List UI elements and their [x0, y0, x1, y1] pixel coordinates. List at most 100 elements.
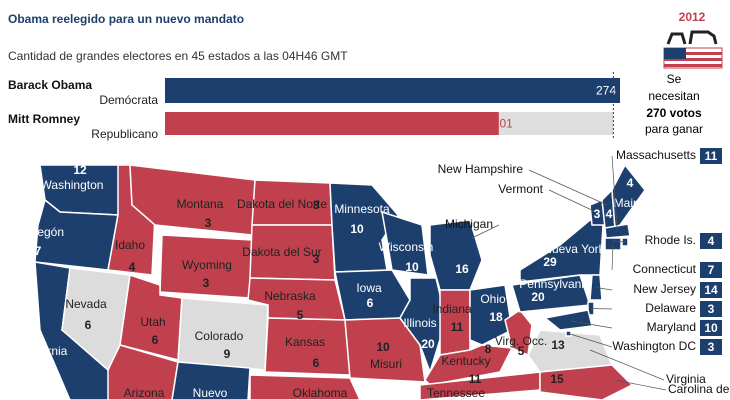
votes: 4 [129, 260, 136, 274]
state [469, 284, 513, 346]
state [504, 308, 533, 357]
votes: 10 [405, 260, 419, 274]
state-name: Massachusetts [616, 148, 696, 162]
note: necesitan [648, 89, 699, 103]
bar [165, 78, 620, 103]
leader-line [568, 333, 613, 348]
state-name: Minnesota [334, 202, 390, 216]
votes: 4 [606, 207, 613, 221]
votes: 10 [376, 340, 390, 354]
state [539, 364, 634, 400]
state-name: Delaware [645, 301, 696, 315]
state-name: Tennessee [427, 386, 485, 400]
votes: 13 [551, 338, 565, 352]
votes: 20 [531, 290, 545, 304]
bar [165, 112, 499, 135]
votes: 5 [297, 308, 304, 322]
votes-box [700, 233, 722, 249]
votes: 7 [708, 263, 715, 277]
state-name: Wyoming [182, 258, 232, 272]
state-name: Maine [614, 196, 647, 210]
state-name: Ohio [480, 292, 506, 306]
leader-line [571, 320, 613, 329]
mascots [666, 30, 718, 45]
state-name: New Jersey [633, 282, 696, 296]
state-name: Nuevo [193, 386, 228, 400]
leader-line [590, 308, 613, 310]
note: Se [667, 72, 682, 86]
votes: 6 [313, 356, 320, 370]
state [519, 219, 604, 283]
state-name: Nevada [65, 297, 107, 311]
state-name: Oregón [24, 225, 64, 239]
leader-line [611, 155, 618, 232]
leader-line [471, 224, 500, 239]
votes: 6 [85, 318, 92, 332]
votes: 11 [451, 320, 464, 334]
state [399, 277, 447, 375]
votes: 3 [594, 207, 601, 221]
state-name: Connecticut [633, 262, 697, 276]
state-name: Montana [177, 197, 224, 211]
candidate-name: Mitt Romney [8, 112, 80, 126]
leader-line [611, 243, 614, 271]
state-name: Rhode Is. [645, 233, 696, 247]
logo-year: 2012 [679, 10, 706, 24]
candidate-name: Barack Obama [8, 78, 92, 92]
votes: 29 [543, 255, 557, 269]
flag-stripe [664, 64, 722, 67]
votes: 3 [203, 276, 210, 290]
state-name: Iowa [356, 281, 382, 295]
state-name: Oklahoma [293, 386, 348, 400]
votes-box [700, 148, 722, 164]
votes: 11 [469, 372, 482, 386]
votes: 15 [550, 372, 564, 386]
state [249, 374, 361, 400]
state-name: Wisconsin [379, 240, 434, 254]
state-name: Virginia [666, 372, 706, 386]
state-name: California [17, 344, 68, 358]
state-name: Maryland [647, 320, 696, 334]
votes-box [700, 282, 722, 298]
votes: 10 [350, 222, 364, 236]
state-name: Washington [41, 178, 104, 192]
state-name: Dakota del Sur [242, 245, 321, 259]
leader-line [595, 287, 613, 291]
state-name: Idaho [115, 238, 145, 252]
leader-line [589, 349, 665, 381]
title: Obama reelegido para un nuevo mandato [8, 12, 244, 26]
votes: 9 [224, 347, 231, 361]
votes: 16 [455, 262, 469, 276]
votes: 55 [33, 370, 47, 384]
votes: 3 [708, 340, 715, 354]
leader-line [548, 189, 597, 213]
votes: 5 [518, 344, 525, 358]
state-name: Nebraska [264, 289, 316, 303]
leader-line [614, 379, 667, 391]
state-name: Carolina del Norte [668, 382, 730, 396]
state-name: Dakota del Norte [237, 197, 327, 211]
flag-stripe [664, 58, 722, 61]
state-name: Kansas [285, 335, 325, 349]
state-name: Kentucky [441, 354, 490, 368]
state-name: Pennsylvania [519, 277, 591, 291]
votes-box [700, 301, 722, 317]
votes: 3 [205, 216, 212, 230]
votes: 11 [705, 149, 718, 163]
logo: 2012 [663, 10, 723, 69]
state [329, 182, 399, 273]
leader-line [528, 169, 608, 206]
votes: 18 [489, 310, 503, 324]
votes: 3 [313, 198, 320, 212]
state-name: Washington DC [612, 339, 696, 353]
threshold-label: 270 votos [646, 106, 702, 120]
flag-stripe [664, 52, 722, 55]
state-name: Michigan [445, 217, 493, 231]
subtitle: Cantidad de grandes electores en 45 esta… [8, 49, 348, 63]
value-label: 201 [493, 117, 513, 131]
party: Demócrata [99, 93, 158, 107]
state-name: Nueva York [543, 242, 605, 256]
votes: 4 [627, 176, 634, 190]
votes: 8 [485, 342, 492, 356]
